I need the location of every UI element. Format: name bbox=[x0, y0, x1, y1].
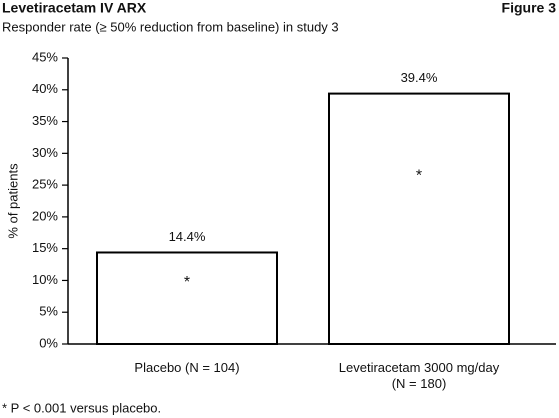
y-tick-label: 15% bbox=[32, 240, 58, 255]
figure-label: Figure 3 bbox=[502, 0, 557, 16]
significance-marker: * bbox=[416, 167, 422, 184]
x-tick-label: Placebo (N = 104) bbox=[134, 360, 240, 375]
value-label: 39.4% bbox=[401, 70, 438, 85]
footnote: * P < 0.001 versus placebo. bbox=[2, 400, 161, 415]
chart-title: Levetiracetam IV ARX bbox=[2, 0, 147, 16]
y-tick-label: 5% bbox=[39, 304, 58, 319]
y-tick-label: 10% bbox=[32, 272, 58, 287]
y-tick-label: 20% bbox=[32, 208, 58, 223]
chart-subtitle: Responder rate (≥ 50% reduction from bas… bbox=[2, 19, 339, 34]
y-tick-label: 0% bbox=[39, 335, 58, 350]
bar bbox=[96, 251, 278, 345]
y-tick-label: 30% bbox=[32, 145, 58, 160]
y-tick-label: 40% bbox=[32, 81, 58, 96]
y-axis-label: % of patients bbox=[5, 163, 20, 239]
y-tick-label: 25% bbox=[32, 177, 58, 192]
x-tick-label: Levetiracetam 3000 mg/day (N = 180) bbox=[338, 360, 500, 391]
y-tick-label: 35% bbox=[32, 113, 58, 128]
value-label: 14.4% bbox=[169, 229, 206, 244]
y-tick-label: 45% bbox=[32, 49, 58, 64]
significance-marker: * bbox=[184, 274, 190, 291]
bar bbox=[328, 92, 510, 345]
